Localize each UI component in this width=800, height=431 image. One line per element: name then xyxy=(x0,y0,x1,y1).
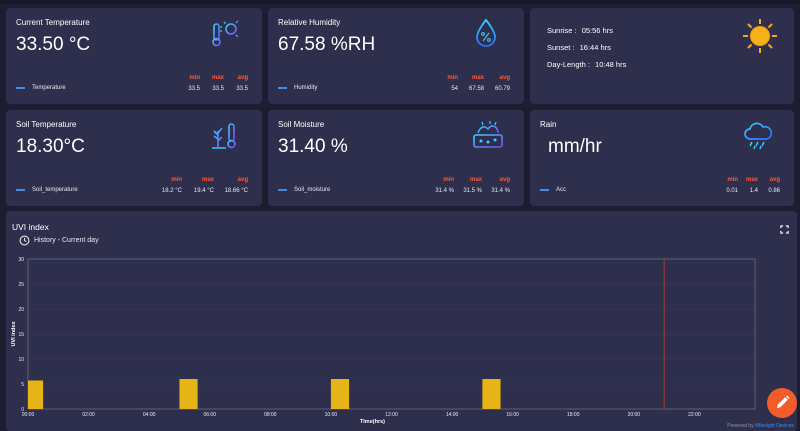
daylength-label: Day-Length : xyxy=(547,60,590,69)
stats-block: min max avg 33.5 33.5 33.5 xyxy=(172,75,248,92)
sunrise-row: Sunrise : 05:56 hrs xyxy=(547,26,613,35)
stat-max-value: 33.5 xyxy=(212,86,224,92)
card-value: 33.50 °C xyxy=(16,34,91,55)
edit-pencil-icon xyxy=(777,395,790,408)
card-title: Current Temperature xyxy=(16,18,90,27)
fullscreen-icon[interactable] xyxy=(780,225,789,234)
card-value: mm/hr xyxy=(548,136,602,157)
stat-min-value: 0.01 xyxy=(726,188,738,194)
daylength-value: 10:48 hrs xyxy=(595,60,627,69)
legend[interactable]: Acc xyxy=(540,187,566,193)
rain-cloud-icon xyxy=(742,119,774,151)
clock-icon xyxy=(19,235,30,246)
top-bar xyxy=(0,0,800,4)
legend-line xyxy=(16,87,25,89)
sunset-label: Sunset : xyxy=(547,43,575,52)
legend[interactable]: Soil_temperature xyxy=(16,187,78,193)
stat-min-value: 33.5 xyxy=(188,86,200,92)
stat-min-label: min xyxy=(447,75,458,81)
legend[interactable]: Humidity xyxy=(278,85,317,91)
stat-min-label: min xyxy=(443,177,454,183)
stat-avg-label: avg xyxy=(769,177,780,183)
humidity-drop-icon xyxy=(470,17,502,49)
history-label: History - Current day xyxy=(34,237,99,244)
stat-avg-value: 0.86 xyxy=(768,188,780,194)
powered-brand: Milesight Devices xyxy=(755,423,794,429)
stat-max-label: max xyxy=(471,75,484,81)
legend[interactable]: Soil_moisture xyxy=(278,187,330,193)
stat-avg-value: 33.5 xyxy=(236,86,248,92)
card-value: 31.40 % xyxy=(278,136,348,157)
powered-by: Powered by Milesight Devices xyxy=(727,423,794,429)
legend-line xyxy=(278,189,287,191)
stats-block: min max avg 18.2 °C 19.4 °C 18.66 °C xyxy=(152,177,248,194)
stat-avg-label: avg xyxy=(499,177,510,183)
sun-icon xyxy=(742,18,778,54)
card-title: Soil Temperature xyxy=(16,120,77,129)
card-title: Relative Humidity xyxy=(278,18,341,27)
stats-block: min max avg 31.4 % 31.5 % 31.4 % xyxy=(424,177,510,194)
soil-moisture-card: Soil Moisture 31.40 % min max avg 31.4 %… xyxy=(268,110,524,206)
stat-min-label: min xyxy=(171,177,182,183)
legend-line xyxy=(16,189,25,191)
uvi-panel: UVI index History - Current day xyxy=(6,211,797,431)
stat-avg-label: avg xyxy=(237,177,248,183)
humidity-card: Relative Humidity 67.58 %RH min max avg … xyxy=(268,8,524,104)
stat-max-label: max xyxy=(201,177,214,183)
stat-avg-value: 60.79 xyxy=(494,86,510,92)
legend-label: Humidity xyxy=(294,85,318,91)
legend-line xyxy=(540,189,549,191)
temperature-card: Current Temperature 33.50 °C min max avg… xyxy=(6,8,262,104)
stat-min-label: min xyxy=(727,177,738,183)
stat-max-value: 19.4 °C xyxy=(193,188,214,194)
stat-max-value: 67.58 xyxy=(468,86,484,92)
stat-avg-label: avg xyxy=(499,75,510,81)
legend-line xyxy=(278,87,287,89)
powered-prefix: Powered by xyxy=(727,423,754,429)
legend-label: Temperature xyxy=(32,85,66,91)
stat-avg-value: 18.66 °C xyxy=(224,188,248,194)
sunset-row: Sunset : 16:44 hrs xyxy=(547,43,611,52)
stat-min-value: 31.4 % xyxy=(435,188,454,194)
sunset-value: 16:44 hrs xyxy=(579,43,611,52)
rain-card: Rain mm/hr min max avg 0.01 1.4 0.86 Acc xyxy=(530,110,794,206)
thermometer-sun-icon xyxy=(210,17,242,49)
stat-avg-value: 31.4 % xyxy=(491,188,510,194)
card-title: Rain xyxy=(540,120,557,129)
history-range-selector[interactable]: History - Current day xyxy=(19,235,99,246)
uvi-title: UVI index xyxy=(12,222,49,232)
edit-button[interactable] xyxy=(767,388,797,418)
stat-max-label: max xyxy=(745,177,758,183)
stat-max-value: 1.4 xyxy=(749,188,758,194)
sunrise-label: Sunrise : xyxy=(547,26,577,35)
card-value: 67.58 %RH xyxy=(278,34,376,55)
daylength-row: Day-Length : 10:48 hrs xyxy=(547,60,626,69)
legend-label: Soil_temperature xyxy=(32,187,78,193)
stat-max-value: 31.5 % xyxy=(463,188,482,194)
stats-block: min max avg 0.01 1.4 0.86 xyxy=(712,177,780,194)
stat-min-value: 18.2 °C xyxy=(161,188,182,194)
stat-max-label: max xyxy=(469,177,482,183)
card-title: Soil Moisture xyxy=(278,120,325,129)
stats-block: min max avg 54 67.58 60.79 xyxy=(430,75,510,92)
soil-thermometer-icon xyxy=(210,119,242,151)
legend-label: Acc xyxy=(556,187,567,193)
sun-card: Sunrise : 05:56 hrs Sunset : 16:44 hrs D… xyxy=(530,8,794,104)
soil-moisture-icon xyxy=(472,119,504,151)
stat-avg-label: avg xyxy=(237,75,248,81)
legend-label: Soil_moisture xyxy=(294,187,331,193)
stat-min-label: min xyxy=(189,75,200,81)
stat-min-value: 54 xyxy=(451,86,458,92)
sunrise-value: 05:56 hrs xyxy=(581,26,613,35)
legend[interactable]: Temperature xyxy=(16,85,66,91)
stat-max-label: max xyxy=(211,75,224,81)
soil-temperature-card: Soil Temperature 18.30°C min max avg 18.… xyxy=(6,110,262,206)
card-value: 18.30°C xyxy=(16,136,85,157)
